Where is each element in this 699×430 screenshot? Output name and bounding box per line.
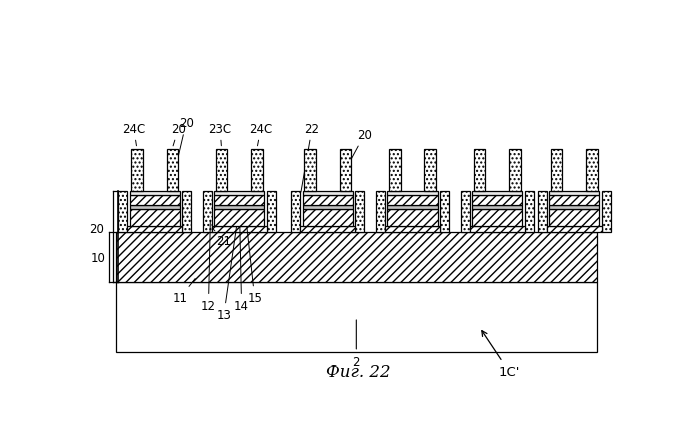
Text: 12: 12 — [201, 221, 216, 312]
Text: 20: 20 — [177, 117, 194, 163]
Bar — [304, 149, 316, 191]
Text: 20: 20 — [347, 129, 372, 168]
Bar — [473, 191, 522, 195]
Bar — [549, 195, 599, 206]
Bar — [303, 210, 353, 227]
Bar — [127, 227, 182, 233]
Bar — [303, 191, 353, 195]
Bar — [303, 195, 353, 206]
Bar — [509, 149, 521, 191]
Bar — [387, 191, 438, 195]
Bar — [586, 149, 598, 191]
Bar — [376, 191, 385, 233]
Bar — [215, 191, 264, 195]
Bar — [387, 195, 438, 206]
Bar — [470, 227, 524, 233]
Bar — [116, 283, 596, 352]
Bar — [303, 206, 353, 210]
Bar — [549, 206, 599, 210]
Bar — [473, 210, 522, 227]
Bar — [215, 210, 264, 227]
Bar — [538, 191, 547, 233]
Text: 2: 2 — [352, 320, 360, 368]
Bar — [251, 149, 263, 191]
Text: 1C': 1C' — [482, 331, 519, 378]
Bar — [549, 210, 599, 227]
Bar — [129, 206, 180, 210]
Bar — [385, 227, 440, 233]
Text: 20: 20 — [171, 123, 186, 147]
Text: 20: 20 — [89, 223, 104, 236]
Bar — [216, 149, 227, 191]
Text: 15: 15 — [243, 196, 262, 305]
Text: 14: 14 — [234, 203, 249, 312]
Bar — [549, 191, 599, 195]
Bar — [203, 191, 212, 233]
Bar — [116, 233, 596, 283]
Bar — [547, 227, 602, 233]
Bar — [473, 195, 522, 206]
Text: 24C: 24C — [122, 123, 145, 147]
Bar — [461, 191, 470, 233]
Bar — [424, 149, 436, 191]
Bar — [129, 191, 180, 195]
Bar — [387, 210, 438, 227]
Bar — [266, 191, 276, 233]
Text: 11: 11 — [173, 279, 195, 305]
Text: 22: 22 — [301, 123, 319, 193]
Bar — [355, 191, 364, 233]
Text: Фиг. 22: Фиг. 22 — [326, 363, 391, 381]
Bar — [215, 206, 264, 210]
Text: 13: 13 — [217, 211, 239, 322]
Bar — [602, 191, 611, 233]
Bar — [118, 191, 127, 233]
Bar — [131, 149, 143, 191]
Bar — [389, 149, 401, 191]
Bar — [440, 191, 449, 233]
Text: 23C: 23C — [208, 123, 231, 146]
Bar — [301, 227, 355, 233]
Bar — [129, 210, 180, 227]
Bar — [212, 227, 266, 233]
Bar — [291, 191, 301, 233]
Bar — [551, 149, 562, 191]
Bar — [215, 195, 264, 206]
Text: 21: 21 — [213, 230, 231, 247]
Bar — [387, 206, 438, 210]
Bar — [524, 191, 534, 233]
Bar — [340, 149, 352, 191]
Text: 24C: 24C — [250, 123, 273, 147]
Text: 10: 10 — [91, 252, 106, 264]
Bar — [166, 149, 178, 191]
Bar — [182, 191, 191, 233]
Bar — [474, 149, 485, 191]
Bar — [129, 195, 180, 206]
Bar — [473, 206, 522, 210]
